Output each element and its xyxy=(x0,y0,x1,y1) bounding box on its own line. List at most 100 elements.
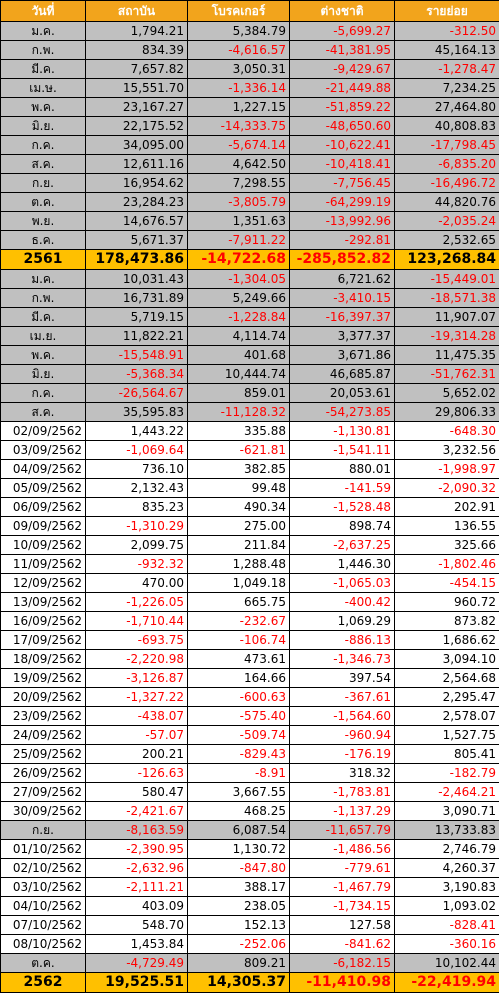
date-cell: 19/09/2562 xyxy=(1,669,86,688)
retail-cell: 1,093.02 xyxy=(395,897,499,916)
foreign-cell: -1,734.15 xyxy=(290,897,395,916)
date-cell: ต.ค. xyxy=(1,954,86,973)
foreign-cell: -10,622.41 xyxy=(290,136,395,155)
foreign-cell: 898.74 xyxy=(290,517,395,536)
broker-cell: 1,288.48 xyxy=(188,555,290,574)
broker-cell: 5,384.79 xyxy=(188,22,290,41)
institution-cell: 14,676.57 xyxy=(86,212,188,231)
broker-cell: 7,298.55 xyxy=(188,174,290,193)
institution-cell: 10,031.43 xyxy=(86,270,188,289)
retail-cell: -454.15 xyxy=(395,574,499,593)
foreign-cell: 397.54 xyxy=(290,669,395,688)
date-cell: 25/09/2562 xyxy=(1,745,86,764)
institution-cell: 178,473.86 xyxy=(86,250,188,270)
institution-cell: 11,822.21 xyxy=(86,327,188,346)
foreign-cell: -1,541.11 xyxy=(290,441,395,460)
date-cell: เม.ษ. xyxy=(1,79,86,98)
foreign-cell: -51,859.22 xyxy=(290,98,395,117)
institution-cell: -2,632.96 xyxy=(86,859,188,878)
header-institution: สถาบัน xyxy=(86,1,188,22)
retail-cell: -16,496.72 xyxy=(395,174,499,193)
retail-cell: -1,278.47 xyxy=(395,60,499,79)
broker-cell: -621.81 xyxy=(188,441,290,460)
foreign-cell: 20,053.61 xyxy=(290,384,395,403)
foreign-cell: -21,449.88 xyxy=(290,79,395,98)
date-cell: ก.ย. xyxy=(1,174,86,193)
retail-cell: 13,733.83 xyxy=(395,821,499,840)
broker-cell: 4,114.74 xyxy=(188,327,290,346)
date-cell: ธ.ค. xyxy=(1,231,86,250)
date-cell: 09/09/2562 xyxy=(1,517,86,536)
retail-cell: 325.66 xyxy=(395,536,499,555)
date-cell: ก.พ. xyxy=(1,41,86,60)
institution-cell: -5,368.34 xyxy=(86,365,188,384)
institution-cell: 835.23 xyxy=(86,498,188,517)
broker-cell: 4,642.50 xyxy=(188,155,290,174)
institution-cell: 200.21 xyxy=(86,745,188,764)
broker-cell: -7,911.22 xyxy=(188,231,290,250)
foreign-cell: -48,650.60 xyxy=(290,117,395,136)
header-foreign: ต่างชาติ xyxy=(290,1,395,22)
broker-cell: 473.61 xyxy=(188,650,290,669)
broker-cell: -11,128.32 xyxy=(188,403,290,422)
date-cell: 27/09/2562 xyxy=(1,783,86,802)
date-cell: 03/10/2562 xyxy=(1,878,86,897)
date-cell: 30/09/2562 xyxy=(1,802,86,821)
retail-cell: 805.41 xyxy=(395,745,499,764)
broker-cell: 388.17 xyxy=(188,878,290,897)
retail-cell: -1,998.97 xyxy=(395,460,499,479)
date-cell: เม.ย. xyxy=(1,327,86,346)
foreign-cell: 3,671.86 xyxy=(290,346,395,365)
date-cell: พ.ค. xyxy=(1,346,86,365)
broker-cell: 859.01 xyxy=(188,384,290,403)
broker-cell: 401.68 xyxy=(188,346,290,365)
date-cell: 08/10/2562 xyxy=(1,935,86,954)
institution-cell: -438.07 xyxy=(86,707,188,726)
date-cell: ส.ค. xyxy=(1,403,86,422)
institution-cell: 23,284.23 xyxy=(86,193,188,212)
institution-cell: 35,595.83 xyxy=(86,403,188,422)
institution-cell: -2,220.98 xyxy=(86,650,188,669)
foreign-cell: -779.61 xyxy=(290,859,395,878)
date-cell: 13/09/2562 xyxy=(1,593,86,612)
institution-cell: -1,327.22 xyxy=(86,688,188,707)
month-row: ก.ค.34,095.00-5,674.14-10,622.41-17,798.… xyxy=(1,136,499,155)
foreign-cell: -367.61 xyxy=(290,688,395,707)
broker-cell: 3,667.55 xyxy=(188,783,290,802)
retail-cell: 3,090.71 xyxy=(395,802,499,821)
date-cell: 07/10/2562 xyxy=(1,916,86,935)
date-cell: ก.ค. xyxy=(1,384,86,403)
retail-cell: 960.72 xyxy=(395,593,499,612)
retail-cell: 202.91 xyxy=(395,498,499,517)
date-cell: มิ.ย. xyxy=(1,117,86,136)
institution-cell: -2,111.21 xyxy=(86,878,188,897)
date-cell: ก.ค. xyxy=(1,136,86,155)
retail-cell: 136.55 xyxy=(395,517,499,536)
foreign-cell: 880.01 xyxy=(290,460,395,479)
foreign-cell: 127.58 xyxy=(290,916,395,935)
foreign-cell: -64,299.19 xyxy=(290,193,395,212)
date-cell: 24/09/2562 xyxy=(1,726,86,745)
institution-cell: -4,729.49 xyxy=(86,954,188,973)
foreign-cell: -841.62 xyxy=(290,935,395,954)
institution-cell: 548.70 xyxy=(86,916,188,935)
broker-cell: -232.67 xyxy=(188,612,290,631)
retail-cell: -2,090.32 xyxy=(395,479,499,498)
broker-cell: 275.00 xyxy=(188,517,290,536)
foreign-cell: -400.42 xyxy=(290,593,395,612)
date-cell: ก.ย. xyxy=(1,821,86,840)
retail-cell: 3,190.83 xyxy=(395,878,499,897)
